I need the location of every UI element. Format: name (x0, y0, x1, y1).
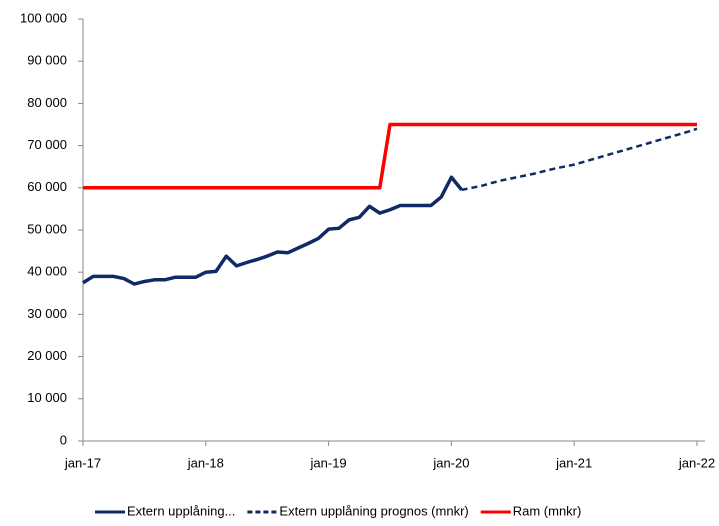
y-tick-label: 100 000 (20, 10, 67, 25)
y-tick-label: 50 000 (27, 221, 67, 236)
y-tick-label: 20 000 (27, 348, 67, 363)
y-tick-label: 30 000 (27, 306, 67, 321)
x-tick-label: jan-19 (310, 455, 347, 470)
y-tick-label: 90 000 (27, 53, 67, 68)
y-tick-label: 80 000 (27, 95, 67, 110)
line-series (82, 175, 463, 286)
line-series (461, 127, 698, 192)
x-tick-label: jan-18 (187, 455, 224, 470)
y-tick-label: 40 000 (27, 264, 67, 279)
y-tick-label: 0 (60, 432, 67, 447)
line-series (83, 122, 697, 190)
y-tick-label: 10 000 (27, 390, 67, 405)
y-tick-label: 60 000 (27, 179, 67, 194)
x-tick-label: jan-17 (64, 455, 101, 470)
x-tick-label: jan-22 (678, 455, 715, 470)
legend-label: Ram (mnkr) (513, 503, 582, 518)
x-tick-label: jan-20 (432, 455, 469, 470)
x-tick-label: jan-21 (555, 455, 592, 470)
y-tick-label: 70 000 (27, 137, 67, 152)
legend-label: Extern upplåning... (127, 503, 235, 518)
legend-label: Extern upplåning prognos (mnkr) (279, 503, 468, 518)
